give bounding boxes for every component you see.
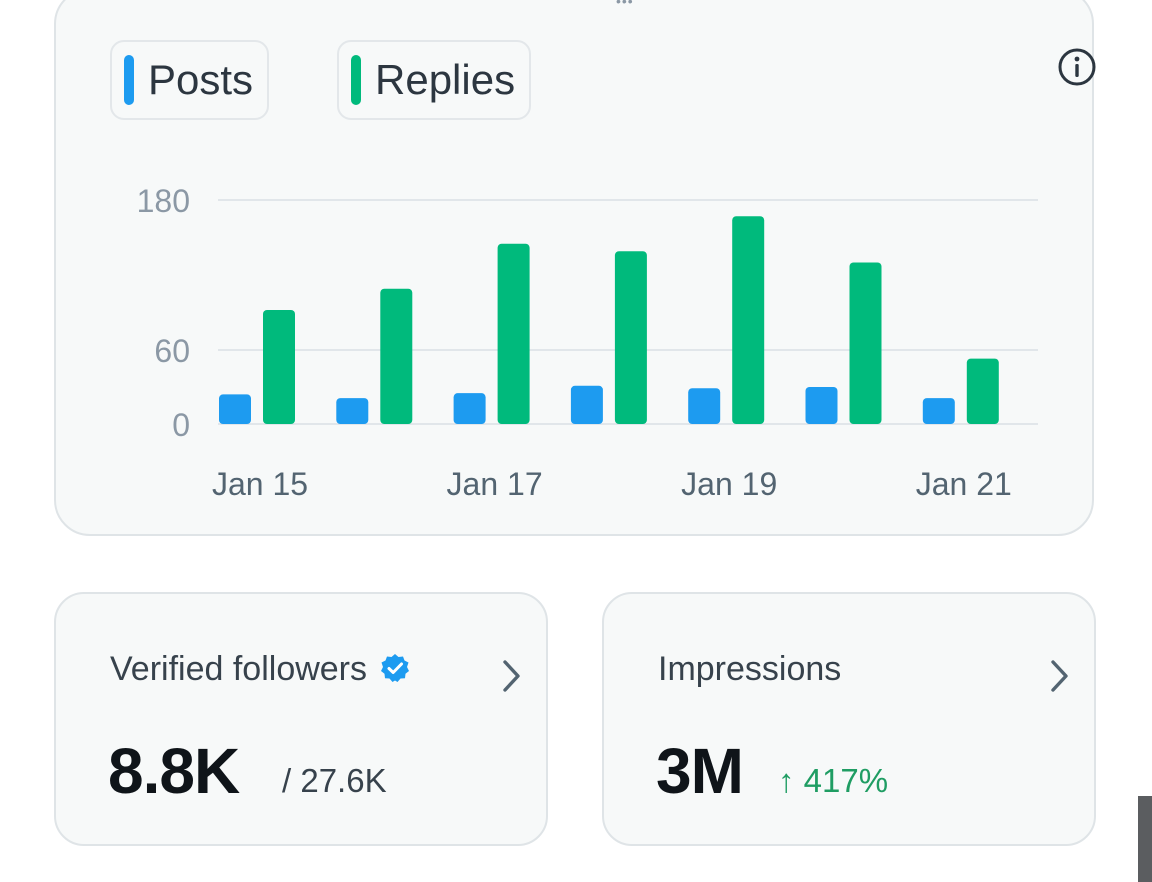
replies-bar[interactable] (497, 243, 530, 424)
posts-bar[interactable] (570, 385, 603, 424)
legend-replies-label: Replies (375, 56, 516, 103)
y-tick-label: 180 (137, 183, 190, 219)
verified-badge-icon (381, 654, 410, 682)
x-tick-label: Jan 15 (212, 466, 308, 502)
replies-bar[interactable] (849, 262, 882, 425)
y-tick-label: 60 (154, 333, 190, 369)
replies-bar[interactable] (614, 251, 647, 424)
posts-bar[interactable] (219, 394, 251, 424)
total-followers-value: / 27.6K (282, 762, 387, 799)
y-tick-label: 0 (172, 407, 190, 443)
impressions-title: Impressions (658, 650, 842, 688)
x-tick-label: Jan 19 (681, 466, 777, 502)
replies-bar[interactable] (380, 288, 413, 424)
posts-bar[interactable] (453, 393, 486, 424)
x-tick-label: Jan 17 (447, 466, 543, 502)
posts-bar[interactable] (336, 398, 369, 424)
replies-bar[interactable] (732, 216, 765, 424)
posts-bar[interactable] (805, 387, 838, 424)
chevron-right-icon[interactable] (500, 656, 524, 696)
verified-followers-value: 8.8K (108, 735, 240, 807)
scrollbar-edge[interactable] (1138, 796, 1152, 882)
verified-followers-title-row: Verified followers (110, 650, 411, 689)
x-tick-label: Jan 21 (916, 466, 1012, 502)
chevron-right-icon[interactable] (1048, 656, 1072, 696)
verified-followers-title: Verified followers (110, 650, 368, 688)
posts-swatch (124, 55, 134, 105)
replies-swatch (351, 55, 361, 105)
impressions-value: 3M (656, 735, 744, 807)
posts-bar[interactable] (688, 388, 721, 424)
legend-replies-toggle[interactable]: Replies (337, 40, 532, 120)
legend-posts-label: Posts (148, 56, 254, 103)
replies-bar[interactable] (263, 310, 295, 424)
drag-handle-icon[interactable]: ••• (616, 0, 634, 9)
legend-posts-toggle[interactable]: Posts (110, 40, 270, 120)
impressions-card[interactable]: Impressions 3M ↑ 417% (602, 592, 1096, 846)
posts-bar[interactable] (922, 398, 955, 424)
impressions-growth: ↑ 417% (778, 762, 889, 799)
activity-chart-card: ••• Posts Replies 0 60 180 Jan 15 Jan 17 Jan … (54, 0, 1096, 536)
replies-bar[interactable] (966, 358, 999, 424)
info-icon[interactable] (1056, 46, 1098, 88)
bar-chart: 0 60 180 Jan 15 Jan 17 Jan 19 Jan 21 (137, 183, 1038, 502)
verified-followers-card[interactable]: Verified followers 8.8K / 27.6K (54, 592, 548, 846)
